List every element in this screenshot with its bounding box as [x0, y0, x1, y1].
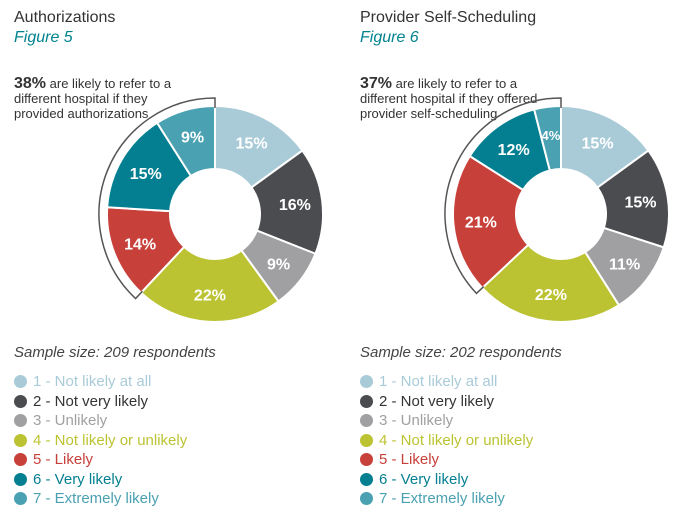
legend-label: 4 - Not likely or unlikely — [379, 431, 534, 449]
legend-swatch — [14, 433, 27, 447]
legend-swatch — [14, 394, 27, 408]
figure-label: Figure 6 — [360, 29, 419, 46]
slice-label: 15% — [130, 166, 162, 183]
donut-slice — [452, 154, 530, 290]
legend-swatch — [360, 375, 373, 389]
slice-label: 15% — [624, 194, 656, 211]
callout-text: 37% are likely to refer to a different h… — [360, 75, 540, 122]
legend-swatch — [360, 453, 373, 467]
legend-label: 1 - Not likely at all — [379, 373, 498, 391]
legend-item: 7 - Extremely likely — [360, 489, 533, 509]
legend-item: 3 - Unlikely — [360, 411, 533, 431]
donut-chart: 15% 16% 9% 22% 14% 15% 9% — [98, 97, 324, 323]
legend-item: 6 - Very likely — [360, 470, 533, 490]
donut-slice — [532, 104, 562, 172]
chart-panel-self-scheduling: Provider Self-Scheduling Figure 6 37% ar… — [346, 0, 686, 525]
legend-swatch — [14, 472, 27, 486]
legend-swatch — [360, 433, 373, 447]
callout-description: are likely to refer to a different hospi… — [360, 76, 538, 121]
legend-item: 4 - Not likely or unlikely — [14, 431, 187, 451]
legend-swatch — [360, 414, 373, 428]
chart-title: Authorizations — [14, 9, 116, 26]
legend-label: 5 - Likely — [33, 451, 94, 469]
legend-label: 3 - Unlikely — [33, 412, 108, 430]
slice-label: 22% — [194, 287, 226, 304]
legend-label: 2 - Not very likely — [33, 392, 149, 410]
donut-slice — [139, 245, 280, 323]
slice-label: 16% — [279, 197, 311, 214]
legend-label: 1 - Not likely at all — [33, 373, 152, 391]
legend-item: 5 - Likely — [14, 450, 187, 470]
legend-swatch — [14, 375, 27, 389]
slice-label: 4% — [542, 128, 561, 143]
legend-item: 5 - Likely — [360, 450, 533, 470]
donut-chart: 15% 15% 11% 22% 21% 12% 4% — [444, 97, 670, 323]
slice-label: 22% — [535, 287, 567, 304]
slice-label: 15% — [582, 135, 614, 152]
sample-size: Sample size: 202 respondents — [360, 344, 562, 361]
legend-label: 6 - Very likely — [379, 470, 469, 488]
legend-item: 6 - Very likely — [14, 470, 187, 490]
likely-bracket — [444, 97, 562, 295]
slice-label: 9% — [181, 130, 204, 147]
callout-percent: 38% — [14, 75, 47, 92]
callout-text: 38% are likely to refer to a different h… — [14, 75, 194, 122]
legend-label: 4 - Not likely or unlikely — [33, 431, 188, 449]
donut-slice — [480, 243, 621, 323]
legend-swatch — [360, 394, 373, 408]
sample-size: Sample size: 209 respondents — [14, 344, 216, 361]
legend-item: 4 - Not likely or unlikely — [360, 431, 533, 451]
legend-item: 7 - Extremely likely — [14, 489, 187, 509]
legend-label: 7 - Extremely likely — [379, 490, 505, 508]
legend-item: 1 - Not likely at all — [14, 372, 187, 392]
legend-label: 2 - Not very likely — [379, 392, 495, 410]
legend-item: 3 - Unlikely — [14, 411, 187, 431]
legend-swatch — [14, 414, 27, 428]
legend-swatch — [360, 492, 373, 506]
legend-swatch — [360, 472, 373, 486]
legend-swatch — [14, 492, 27, 506]
legend-label: 7 - Extremely likely — [33, 490, 159, 508]
slice-label: 14% — [124, 237, 156, 254]
legend-item: 2 - Not very likely — [14, 392, 187, 412]
legend-label: 3 - Unlikely — [379, 412, 454, 430]
legend-item: 2 - Not very likely — [360, 392, 533, 412]
legend-label: 6 - Very likely — [33, 470, 123, 488]
slice-label: 21% — [465, 215, 497, 232]
slice-label: 15% — [236, 135, 268, 152]
slice-label: 11% — [609, 256, 640, 273]
legend-label: 5 - Likely — [379, 451, 440, 469]
legend-swatch — [14, 453, 27, 467]
chart-panel-authorizations: Authorizations Figure 5 38% are likely t… — [0, 0, 340, 525]
slice-label: 9% — [267, 256, 290, 273]
likely-bracket — [98, 97, 216, 300]
callout-description: are likely to refer to a different hospi… — [14, 76, 172, 121]
callout-percent: 37% — [360, 75, 393, 92]
figure-label: Figure 5 — [14, 29, 73, 46]
chart-title: Provider Self-Scheduling — [360, 9, 537, 26]
legend: 1 - Not likely at all 2 - Not very likel… — [14, 372, 187, 509]
legend-item: 1 - Not likely at all — [360, 372, 533, 392]
legend: 1 - Not likely at all 2 - Not very likel… — [360, 372, 533, 509]
slice-label: 12% — [498, 142, 530, 159]
